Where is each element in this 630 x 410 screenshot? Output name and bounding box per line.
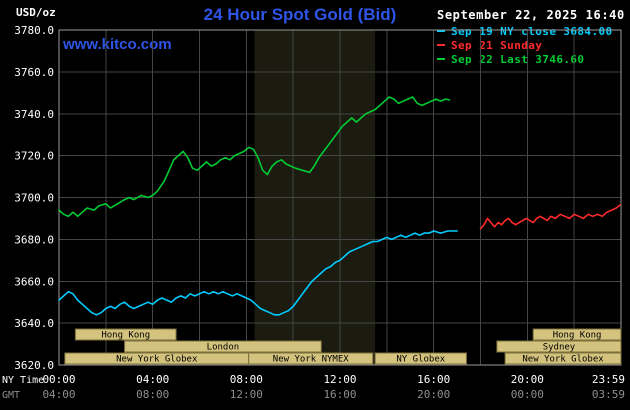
x-tick-ny-label: 23:59 — [592, 373, 625, 386]
y-tick-label: 3740.0 — [14, 108, 54, 121]
session-label: London — [207, 343, 240, 353]
legend-label-sep19: Sep 19 NY close 3684.00 — [451, 25, 613, 38]
legend-label-sep21: Sep 21 Sunday — [451, 39, 543, 52]
x-tick-gmt-label: 00:00 — [511, 388, 544, 401]
legend-row-sep22: Sep 22 Last 3746.60 — [437, 53, 613, 67]
x-tick-ny-label: 16:00 — [417, 373, 450, 386]
session-label: Hong Kong — [101, 331, 150, 341]
legend-row-sep19: Sep 19 NY close 3684.00 — [437, 25, 613, 39]
session-box — [74, 328, 177, 341]
x-tick-gmt-label: 12:00 — [230, 388, 263, 401]
y-tick-label: 3640.0 — [14, 317, 54, 330]
session-label: New York Globex — [522, 355, 604, 365]
x-tick-gmt-label: 03:59 — [592, 388, 625, 401]
series-line-sep21-sunday — [479, 204, 622, 230]
plot-border — [58, 29, 622, 366]
x-tick-ny-label: 00:00 — [42, 373, 75, 386]
x-tick-ny-label: 04:00 — [136, 373, 169, 386]
legend-label-sep22: Sep 22 Last 3746.60 — [451, 53, 585, 66]
session-box — [504, 352, 622, 365]
y-tick-label: 3720.0 — [14, 150, 54, 163]
y-tick-label: 3660.0 — [14, 275, 54, 288]
price-units-label: USD/oz — [16, 6, 56, 19]
session-label: Hong Kong — [553, 331, 602, 341]
sep22-line-marker-icon — [437, 58, 445, 60]
session-box — [532, 328, 622, 341]
y-tick-label: 3700.0 — [14, 192, 54, 205]
x-tick-gmt-label: 04:00 — [42, 388, 75, 401]
y-tick-label: 3780.0 — [14, 24, 54, 37]
y-tick-label: 3760.0 — [14, 66, 54, 79]
gmt-axis-label: GMT — [2, 390, 21, 401]
series-line-sep22-last — [58, 96, 451, 218]
session-box — [374, 352, 467, 365]
session-label: NY Globex — [396, 355, 445, 365]
legend-row-sep21: Sep 21 Sunday — [437, 39, 613, 53]
sep19-line-marker-icon — [437, 30, 445, 32]
x-tick-ny-label: 12:00 — [323, 373, 356, 386]
ny-time-axis-label: NY Time — [2, 375, 45, 386]
x-tick-ny-label: 20:00 — [511, 373, 544, 386]
session-label: New York NYMEX — [273, 355, 349, 365]
sep21-line-marker-icon — [437, 44, 445, 46]
session-box — [124, 340, 322, 353]
session-label: Sydney — [543, 343, 576, 353]
session-box — [496, 340, 622, 353]
datetime-label: September 22, 2025 16:40 — [437, 8, 625, 22]
y-tick-label: 3620.0 — [14, 359, 54, 372]
x-tick-ny-label: 08:00 — [230, 373, 263, 386]
session-label: New York Globex — [116, 355, 198, 365]
x-tick-gmt-label: 08:00 — [136, 388, 169, 401]
chart-title: 24 Hour Spot Gold (Bid) — [203, 5, 397, 24]
kitco-website-link[interactable]: www.kitco.com — [63, 36, 172, 53]
x-tick-gmt-label: 20:00 — [417, 388, 450, 401]
y-tick-label: 3680.0 — [14, 233, 54, 246]
x-tick-gmt-label: 16:00 — [323, 388, 356, 401]
session-box — [248, 352, 374, 365]
series-line-sep19-ny-close — [58, 230, 458, 316]
legend: Sep 19 NY close 3684.00 Sep 21 Sunday Se… — [437, 25, 613, 67]
